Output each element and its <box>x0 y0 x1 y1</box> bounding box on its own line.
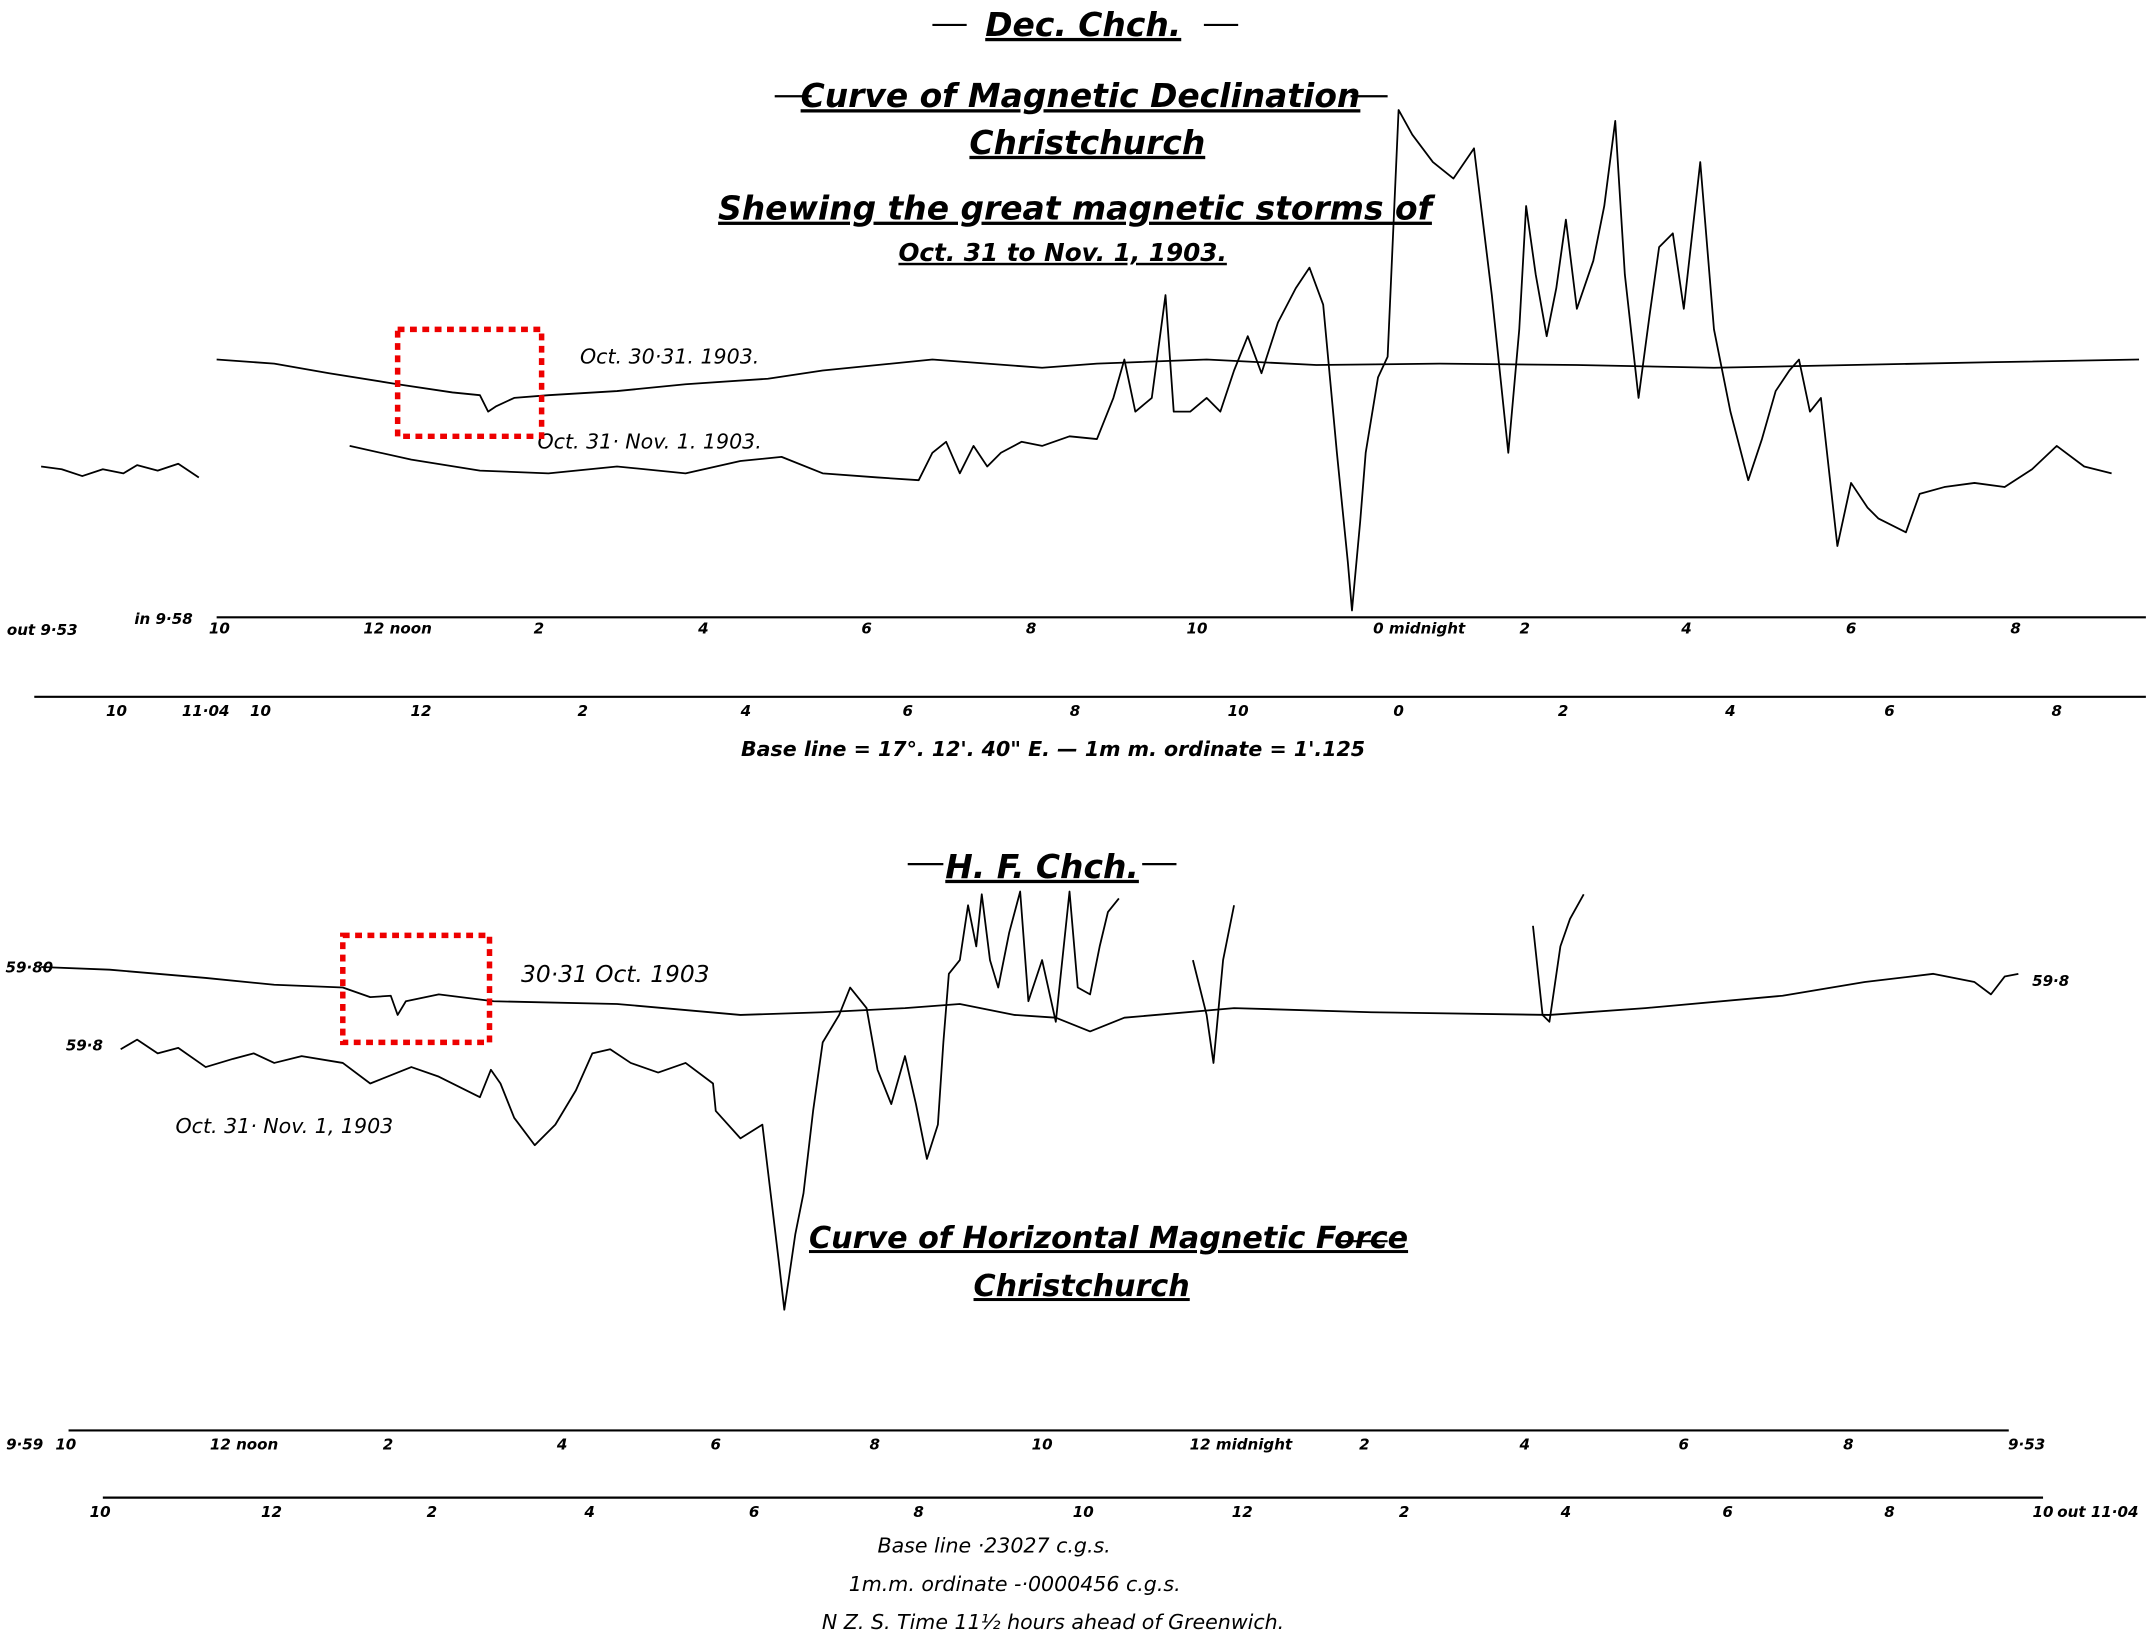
time-label: 4 <box>1724 702 1736 720</box>
time-label: 2 <box>1519 620 1530 638</box>
time-label: 10 <box>250 702 271 720</box>
dec-place: Christchurch <box>969 123 1205 162</box>
time-label: 9·53 <box>2008 1436 2045 1454</box>
time-label: 2 <box>383 1436 394 1454</box>
time-label: 4 <box>1680 620 1691 638</box>
time-label: 10 <box>1073 1503 1094 1521</box>
time-label: 10 <box>1228 702 1249 720</box>
time-label: 6 <box>861 620 872 638</box>
time-label: 2 <box>577 702 588 720</box>
hf-time-note: N Z. S. Time 11½ hours ahead of Greenwic… <box>822 1610 1284 1634</box>
dec-note: Shewing the great magnetic storms of <box>718 189 1436 228</box>
time-label: 8 <box>913 1503 923 1521</box>
time-label: 4 <box>697 620 709 638</box>
highlight-box <box>394 326 545 440</box>
curve <box>120 890 1120 1311</box>
curve-label: Oct. 31· Nov. 1, 1903 <box>176 1114 394 1138</box>
time-label: 6 <box>749 1503 759 1521</box>
time-label: 10 <box>55 1436 76 1454</box>
curve <box>1192 905 1235 1064</box>
time-label: 2 <box>1399 1503 1410 1521</box>
time-label: 6 <box>1679 1436 1690 1454</box>
time-label: 8 <box>2052 702 2063 720</box>
time-label: 0 <box>1393 702 1404 720</box>
dec-baseline: Base line = 17°. 12'. 40" E. — 1m m. ord… <box>741 737 1365 761</box>
time-label: 2 <box>534 620 545 638</box>
time-label: 6 <box>711 1436 722 1454</box>
time-label: 12 <box>1232 1503 1253 1521</box>
time-label: 10 <box>2033 1503 2054 1521</box>
time-label: 12 noon <box>363 620 431 638</box>
time-label: 8 <box>1884 1503 1895 1521</box>
curve-label: Oct. 31· Nov. 1. 1903. <box>537 430 761 454</box>
time-label: 2 <box>1558 702 1569 720</box>
time-label: 10 <box>106 702 127 720</box>
time-label: 8 <box>870 1436 880 1454</box>
time-label: 2 <box>1359 1436 1369 1454</box>
scale-label: in 9·58 <box>134 610 192 628</box>
curve <box>349 109 2112 612</box>
time-label: 12 <box>410 702 431 720</box>
hf-subtitle: Curve of Horizontal Magnetic Force <box>809 1221 1408 1256</box>
time-label: 10 <box>209 620 230 638</box>
time-label: 4 <box>1560 1503 1572 1521</box>
curve-label: Oct. 30·31. 1903. <box>580 345 759 369</box>
time-label: 8 <box>1070 702 1081 720</box>
scale-label: 59·8 <box>66 1037 103 1055</box>
curve <box>216 358 2140 413</box>
time-label: 0 midnight <box>1373 620 1466 638</box>
time-label: 4 <box>1518 1436 1530 1454</box>
time-label: 10 <box>90 1503 111 1521</box>
time-label: 6 <box>1846 620 1857 638</box>
time-label: 10 <box>1032 1436 1053 1454</box>
time-label: 4 <box>583 1503 594 1521</box>
time-label: 12 <box>261 1503 282 1521</box>
curve-label: 30·31 Oct. 1903 <box>521 961 709 988</box>
time-label: 2 <box>427 1503 438 1521</box>
dec-dates: Oct. 31 to Nov. 1, 1903. <box>898 238 1226 267</box>
time-label: out 11·04 <box>2057 1503 2138 1521</box>
time-label: 12 midnight <box>1190 1436 1293 1454</box>
time-label: 12 noon <box>210 1436 278 1454</box>
curve <box>41 966 2019 1033</box>
hf-baseline: Base line ·23027 c.g.s. <box>877 1533 1110 1557</box>
dec-title: Dec. Chch. <box>985 5 1181 44</box>
hf-title: H. F. Chch. <box>945 847 1139 886</box>
hf-ordinate: 1m.m. ordinate -·0000456 c.g.s. <box>849 1572 1181 1596</box>
time-label: 4 <box>740 702 752 720</box>
time-label: 6 <box>902 702 913 720</box>
scale-label: 59·80 <box>5 958 53 976</box>
dec-subtitle: Curve of Magnetic Declination <box>801 76 1361 115</box>
time-label: 10 <box>1187 620 1208 638</box>
curve <box>41 462 200 479</box>
time-label: 8 <box>2010 620 2021 638</box>
time-label: 8 <box>1843 1436 1854 1454</box>
time-label: 6 <box>1884 702 1895 720</box>
curve <box>1532 893 1585 1023</box>
time-label: 9·59 <box>6 1436 43 1454</box>
time-label: 11·04 <box>182 702 230 720</box>
time-label: 6 <box>1722 1503 1733 1521</box>
scale-label: out 9·53 <box>7 621 78 639</box>
highlight-box <box>340 932 493 1046</box>
scale-label: 59·8 <box>2032 972 2069 990</box>
time-label: 4 <box>556 1436 567 1454</box>
time-label: 8 <box>1026 620 1037 638</box>
hf-place: Christchurch <box>974 1269 1190 1304</box>
